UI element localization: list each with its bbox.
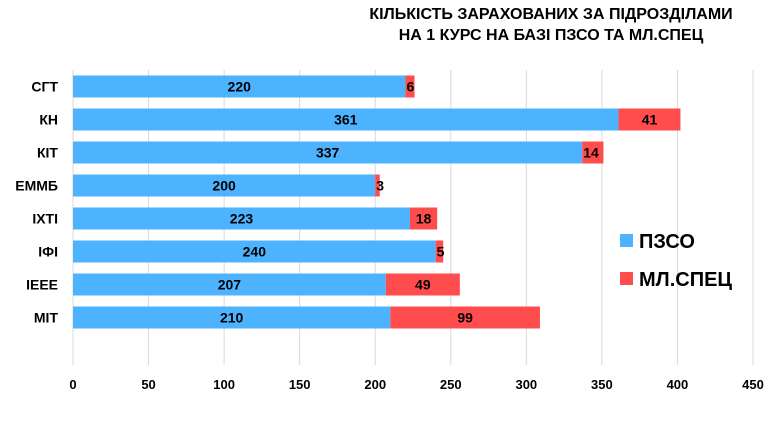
bar-segment	[390, 306, 540, 329]
bars: 220 6 361 41 337 14 200 3 223 18 240 5 207 49 210 99	[73, 75, 681, 329]
legend-swatch	[620, 272, 633, 285]
bar-segment	[385, 273, 460, 296]
data-label: 361	[334, 112, 358, 128]
legend-label: ПЗСО	[639, 231, 695, 253]
data-label: 240	[243, 244, 267, 260]
category-label: ІЕЕЕ	[26, 277, 58, 293]
x-tick-label: 50	[141, 377, 155, 392]
x-tick-label: 300	[515, 377, 537, 392]
x-tick-label: 100	[213, 377, 235, 392]
bar-segment	[409, 207, 438, 230]
chart-title: КІЛЬКІСТЬ ЗАРАХОВАНИХ ЗА ПІДРОЗДІЛАМИ НА…	[369, 6, 732, 44]
bar-segment	[73, 108, 619, 131]
x-axis-tick-labels: 0 50 100 150 200 250 300 350 400 450	[69, 377, 763, 392]
data-label: 337	[316, 145, 340, 161]
bar-segment	[435, 240, 444, 263]
data-label: 5	[437, 244, 445, 260]
data-label: 3	[376, 178, 384, 194]
x-tick-label: 400	[667, 377, 689, 392]
data-label: 41	[642, 112, 658, 128]
legend-swatch	[620, 234, 633, 247]
bar-segment	[375, 174, 380, 197]
bar-segment	[582, 141, 604, 164]
bar-segment	[618, 108, 681, 131]
chart-title-line-2: НА 1 КУРС НА БАЗІ ПЗСО ТА МЛ.СПЕЦ	[399, 27, 704, 44]
data-label: 220	[228, 79, 252, 95]
data-label: 14	[583, 145, 599, 161]
data-label: 49	[415, 277, 431, 293]
x-tick-label: 350	[591, 377, 613, 392]
data-label: 223	[230, 211, 254, 227]
bar-segment	[73, 306, 391, 329]
legend: ПЗСО МЛ.СПЕЦ	[620, 231, 732, 291]
legend-label: МЛ.СПЕЦ	[639, 269, 732, 291]
category-label: МІТ	[34, 310, 59, 326]
category-label: ІХТІ	[32, 211, 58, 227]
data-label: 99	[457, 310, 473, 326]
bar-segment	[73, 75, 406, 98]
category-label: КІТ	[37, 145, 58, 161]
data-label: 18	[416, 211, 432, 227]
data-label: 210	[220, 310, 244, 326]
bar-segment	[405, 75, 415, 98]
data-label: 6	[406, 79, 414, 95]
x-tick-label: 0	[69, 377, 76, 392]
bar-segment	[73, 240, 436, 263]
x-tick-label: 250	[440, 377, 462, 392]
bar-segment	[73, 174, 376, 197]
x-tick-label: 200	[364, 377, 386, 392]
data-label: 200	[212, 178, 236, 194]
category-label: СГТ	[31, 79, 58, 95]
x-tick-label: 450	[742, 377, 764, 392]
category-label: ЕММБ	[15, 178, 58, 194]
chart-title-line-1: КІЛЬКІСТЬ ЗАРАХОВАНИХ ЗА ПІДРОЗДІЛАМИ	[369, 6, 732, 23]
bar-segment	[73, 141, 583, 164]
category-label: ІФІ	[38, 244, 58, 260]
data-label: 207	[218, 277, 242, 293]
category-label: КН	[39, 112, 58, 128]
category-labels: СГТ КН КІТ ЕММБ ІХТІ ІФІ ІЕЕЕ МІТ	[15, 79, 58, 326]
bar-segment	[73, 273, 386, 296]
x-tick-label: 150	[289, 377, 311, 392]
bar-segment	[73, 207, 410, 230]
